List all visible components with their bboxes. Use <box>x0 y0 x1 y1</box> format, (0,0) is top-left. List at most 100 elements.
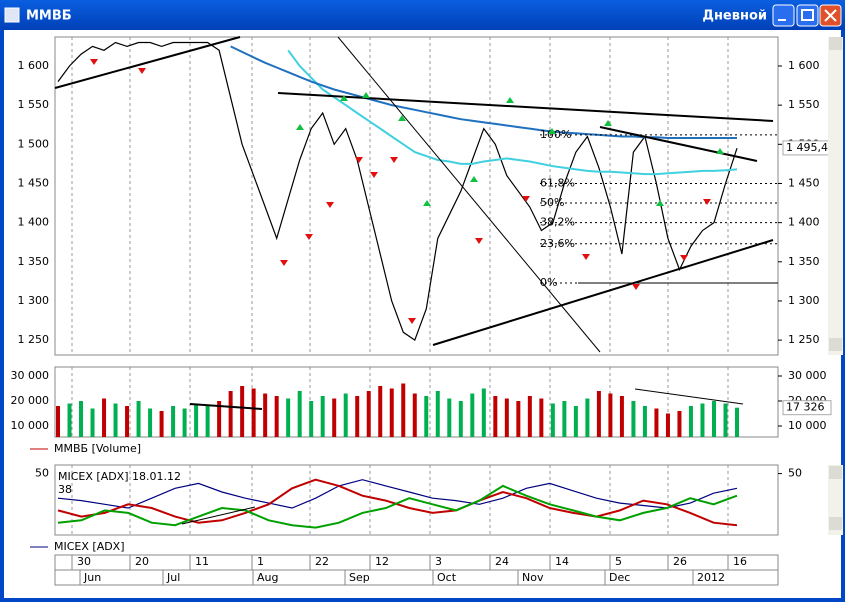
y-tick-label: 1 500 <box>18 137 50 150</box>
y-tick-label: 30 000 <box>788 369 827 382</box>
volume-bar <box>389 388 394 437</box>
last-value-label: 38 <box>58 483 72 496</box>
volume-bar <box>182 408 187 437</box>
y-tick-label: 10 000 <box>11 419 50 432</box>
scroll-down[interactable] <box>829 338 842 351</box>
fib-label: 38,2% <box>540 216 575 229</box>
month-label: Dec <box>609 571 630 584</box>
volume-bar <box>550 403 555 437</box>
fib-label: 50% <box>540 196 564 209</box>
day-label: 12 <box>375 555 389 568</box>
y-tick-label: 1 600 <box>18 59 50 72</box>
fib-label: 61,8% <box>540 176 575 189</box>
scroll-down[interactable] <box>829 517 842 530</box>
last-value-label: 17 326 <box>786 401 825 414</box>
maximize-button[interactable] <box>796 4 819 27</box>
y-tick-label: 50 <box>35 467 49 480</box>
series-line <box>57 484 738 529</box>
month-label: 2012 <box>697 571 725 584</box>
volume-bar <box>504 398 509 437</box>
volume-bar <box>527 396 532 437</box>
price-scrollbar[interactable] <box>828 37 843 355</box>
volume-bar <box>562 401 567 437</box>
minimize-button[interactable] <box>772 4 795 27</box>
volume-bar <box>251 388 256 437</box>
volume-bar <box>401 383 406 437</box>
volume-bar <box>320 396 325 437</box>
volume-bar <box>642 406 647 437</box>
volume-bar <box>56 406 60 437</box>
volume-bar <box>148 408 153 437</box>
volume-bar <box>263 393 268 437</box>
volume-bar <box>309 401 314 437</box>
scroll-up[interactable] <box>829 37 842 50</box>
volume-bar <box>458 401 463 437</box>
volume-bar <box>608 393 613 437</box>
y-tick-label: 10 000 <box>788 419 827 432</box>
volume-bar <box>677 411 682 437</box>
y-tick-label: 1 300 <box>18 294 50 307</box>
month-label: Jul <box>166 571 180 584</box>
volume-bar <box>470 393 475 437</box>
volume-bar <box>378 386 383 437</box>
scroll-up[interactable] <box>829 466 842 479</box>
y-tick-label: 1 250 <box>18 333 50 346</box>
month-label: Nov <box>522 571 544 584</box>
trend-lines <box>54 36 778 525</box>
title-bar <box>0 0 845 30</box>
day-label: 1 <box>257 555 264 568</box>
volume-bar <box>343 393 348 437</box>
y-tick-label: 20 000 <box>11 394 50 407</box>
day-label: 14 <box>555 555 569 568</box>
y-tick-label: 1 450 <box>788 176 820 189</box>
volume-bar <box>631 401 636 437</box>
y-tick-label: 1 300 <box>788 294 820 307</box>
volume-bar <box>596 391 601 437</box>
volume-bar <box>516 401 521 437</box>
volume-bar <box>125 406 130 437</box>
volume-bar <box>274 396 279 437</box>
y-tick-label: 1 350 <box>18 255 50 268</box>
volume-bar <box>286 398 291 437</box>
day-label: 16 <box>733 555 747 568</box>
chart-area <box>4 30 841 598</box>
volume-bar <box>355 396 360 437</box>
sell-arrows <box>90 59 711 324</box>
y-tick-label: 1 600 <box>788 59 820 72</box>
close-icon <box>824 9 837 22</box>
fib-label: 100% <box>540 128 571 141</box>
volume-bar <box>665 413 670 437</box>
volume-bar <box>493 396 498 437</box>
scrollbars <box>828 37 843 535</box>
volume-bar <box>366 391 371 437</box>
y-tick-label: 30 000 <box>11 369 50 382</box>
month-label: Oct <box>437 571 457 584</box>
series-line <box>57 41 738 342</box>
y-tick-label: 50 <box>788 467 802 480</box>
day-label: 26 <box>673 555 687 568</box>
volume-bar <box>723 403 728 437</box>
last-value-label: 1 495,42 <box>786 141 835 154</box>
month-label: Sep <box>349 571 370 584</box>
fib-label: 23,6% <box>540 237 575 250</box>
panel-frame <box>54 36 779 356</box>
volume-bar <box>240 386 245 437</box>
volume-bar <box>194 403 199 437</box>
app-icon <box>4 7 20 23</box>
period-mode[interactable]: Дневной <box>702 9 767 24</box>
volume-bar <box>619 396 624 437</box>
day-label: 24 <box>495 555 509 568</box>
day-label: 11 <box>195 555 209 568</box>
day-label: 20 <box>135 555 149 568</box>
window-title: ММВБ <box>26 9 72 24</box>
y-tick-label: 1 250 <box>788 333 820 346</box>
last-value-box <box>782 400 832 416</box>
y-tick-label: 1 550 <box>18 98 50 111</box>
volume-bar <box>159 411 164 437</box>
month-label: Jun <box>83 571 101 584</box>
day-label: 3 <box>435 555 442 568</box>
volume-bar <box>688 406 693 437</box>
volume-bar <box>102 398 107 437</box>
volume-bar <box>297 391 302 437</box>
